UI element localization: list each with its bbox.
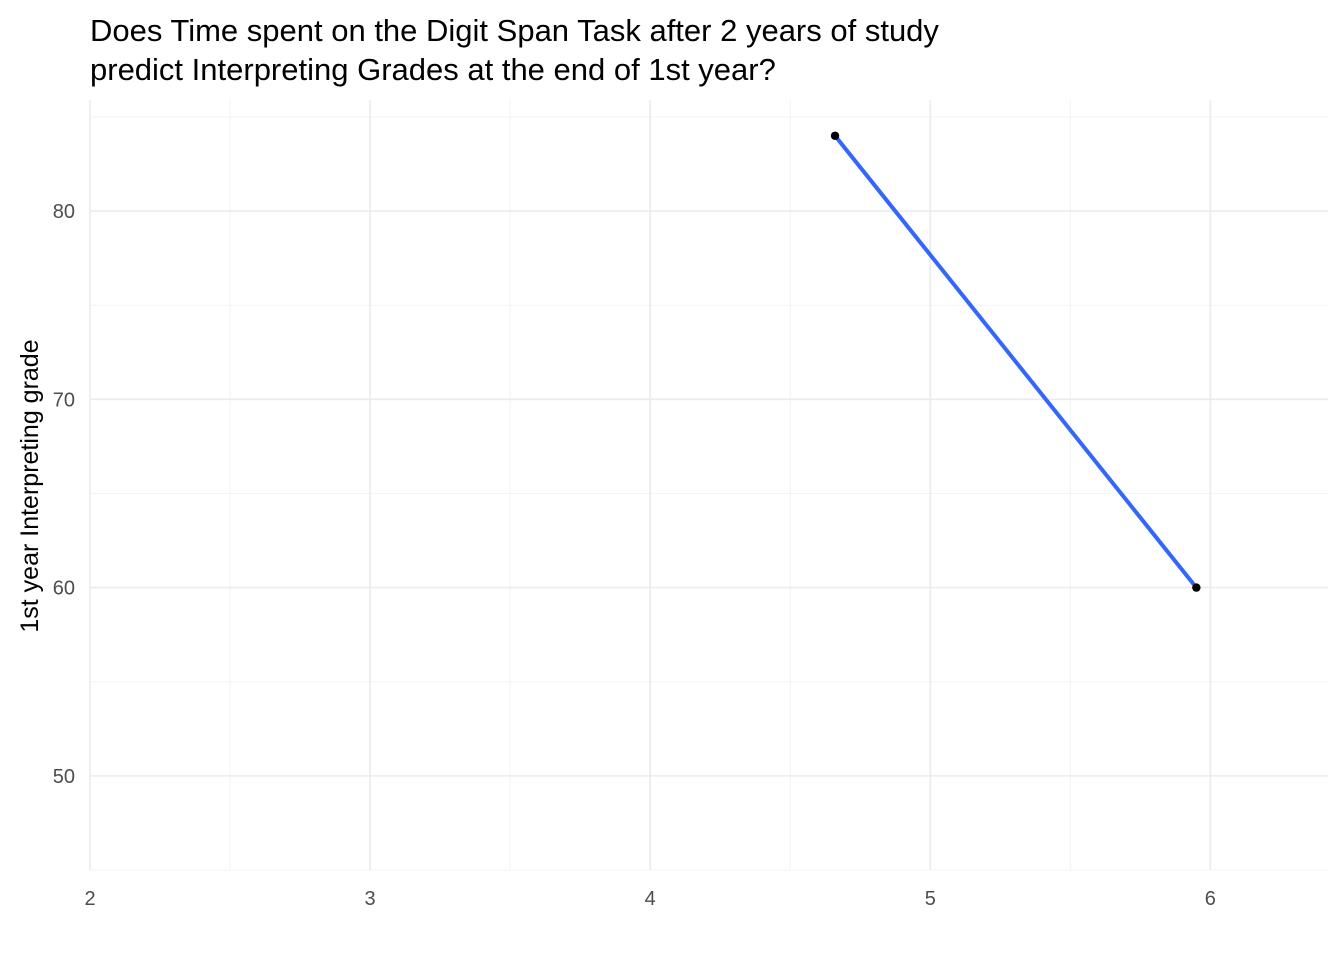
x-tick-label: 6 — [1205, 888, 1216, 910]
y-tick-label: 70 — [53, 389, 75, 411]
y-tick-label: 60 — [53, 578, 75, 600]
chart-title-line-2: predict Interpreting Grades at the end o… — [90, 52, 776, 87]
x-tick-label: 5 — [925, 888, 936, 910]
regression-line — [833, 133, 1199, 590]
y-axis-ticks: 50 60 70 80 — [53, 201, 75, 788]
data-point — [830, 131, 840, 140]
x-tick-label: 2 — [84, 888, 95, 910]
points-layer — [830, 131, 1201, 592]
x-axis-ticks: 2 3 4 5 6 — [84, 888, 1215, 910]
fit-line-layer — [833, 133, 1199, 590]
data-point — [1192, 583, 1201, 592]
x-tick-label: 4 — [645, 888, 656, 910]
x-tick-label: 3 — [365, 888, 376, 910]
chart-title: Does Time spent on the Digit Span Task a… — [90, 13, 939, 87]
y-axis-title: 1st year Interpreting grade — [16, 339, 44, 632]
chart-title-line-1: Does Time spent on the Digit Span Task a… — [90, 13, 939, 48]
y-tick-label: 80 — [53, 201, 75, 223]
y-tick-label: 50 — [53, 766, 75, 788]
grid — [89, 100, 1328, 871]
